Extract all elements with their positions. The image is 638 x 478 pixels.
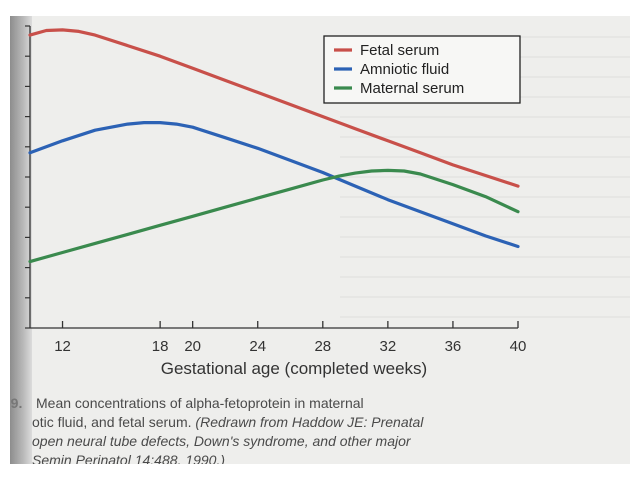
- caption-line-4: Semin Perinatol 14:488, 1990.): [32, 452, 226, 464]
- fetal-serum-line: [28, 28, 520, 188]
- scanned-figure: 12 18 20 24 28 32 36 40 Gestational age (comple…: [10, 16, 630, 464]
- x-axis-ticks: 12 18 20 24 28 32 36 40: [54, 321, 526, 355]
- caption-line-2-text: otic fluid, and fetal serum.: [32, 414, 196, 430]
- afp-line-chart: 12 18 20 24 28 32 36 40 Gestational age (comple…: [25, 25, 526, 378]
- legend-label-fetal-serum: Fetal serum: [360, 42, 439, 59]
- x-tick-label: 24: [249, 338, 266, 355]
- caption-line-2: otic fluid, and fetal serum. (Redrawn fr…: [32, 413, 423, 432]
- caption-line-3: open neural tube defects, Down's syndrom…: [32, 433, 411, 449]
- x-tick-label: 18: [152, 338, 169, 355]
- x-tick-label: 32: [380, 338, 397, 355]
- caption-line-2-citation: (Redrawn from Haddow JE: Prenatal: [195, 414, 424, 430]
- legend-label-amniotic-fluid: Amniotic fluid: [360, 61, 449, 78]
- x-tick-label: 20: [184, 338, 201, 355]
- maternal-serum-line: [28, 168, 520, 264]
- caption-line-1: Mean concentrations of alpha-fetoprotein…: [36, 395, 364, 411]
- legend-box: [323, 35, 521, 104]
- legend-label-maternal-serum: Maternal serum: [360, 80, 464, 97]
- caption-figure-number: -9.: [10, 395, 23, 411]
- legend: Fetal serum Amniotic fluid Maternal serum: [323, 35, 521, 104]
- x-tick-label: 12: [54, 338, 71, 355]
- x-tick-label: 40: [510, 338, 527, 355]
- x-axis-title: Gestational age (completed weeks): [161, 359, 427, 378]
- series-lines: [28, 28, 520, 264]
- page-binding-shadow: [10, 16, 32, 464]
- x-tick-label: 28: [314, 338, 331, 355]
- y-axis-ticks: [25, 25, 30, 329]
- x-tick-label: 36: [445, 338, 462, 355]
- amniotic-fluid-line: [28, 121, 520, 249]
